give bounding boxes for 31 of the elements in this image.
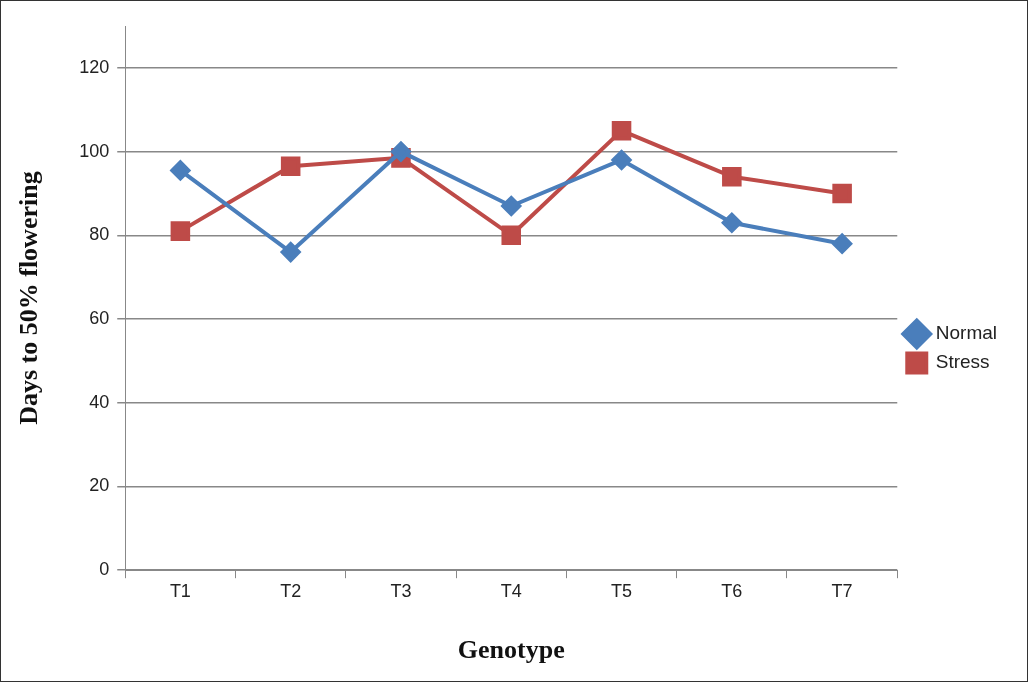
y-tick-label: 20 bbox=[89, 475, 110, 496]
y-tick-label: 100 bbox=[79, 140, 110, 161]
x-tick-label: T5 bbox=[611, 580, 633, 601]
point bbox=[170, 221, 191, 241]
y-tick-label: 120 bbox=[79, 56, 110, 77]
point bbox=[832, 233, 853, 254]
x-tick-label: T4 bbox=[500, 580, 522, 601]
point bbox=[280, 156, 301, 177]
y-tick-label: 40 bbox=[89, 391, 110, 412]
y-axis-title: Days to 50% flowering bbox=[14, 171, 44, 425]
point bbox=[501, 225, 522, 246]
point bbox=[390, 141, 411, 162]
point bbox=[611, 149, 632, 170]
point bbox=[280, 242, 301, 263]
x-tick-label: T6 bbox=[721, 580, 743, 601]
y-tick-label: 0 bbox=[99, 559, 110, 580]
legend-label: Stress bbox=[935, 351, 990, 373]
x-tick-label: T1 bbox=[169, 580, 191, 601]
point bbox=[611, 120, 632, 141]
x-tick-label: T3 bbox=[390, 580, 412, 601]
point bbox=[832, 183, 852, 204]
x-tick-label: T7 bbox=[831, 580, 853, 601]
point bbox=[170, 160, 191, 181]
point bbox=[721, 212, 742, 233]
y-tick-label: 60 bbox=[89, 308, 110, 328]
y-tick-label: 80 bbox=[89, 224, 110, 245]
point bbox=[501, 196, 522, 217]
x-tick-label: T2 bbox=[280, 580, 302, 601]
legend-label: Normal bbox=[935, 322, 997, 344]
point bbox=[722, 166, 742, 187]
x-axis-title: Genotype bbox=[457, 635, 565, 665]
